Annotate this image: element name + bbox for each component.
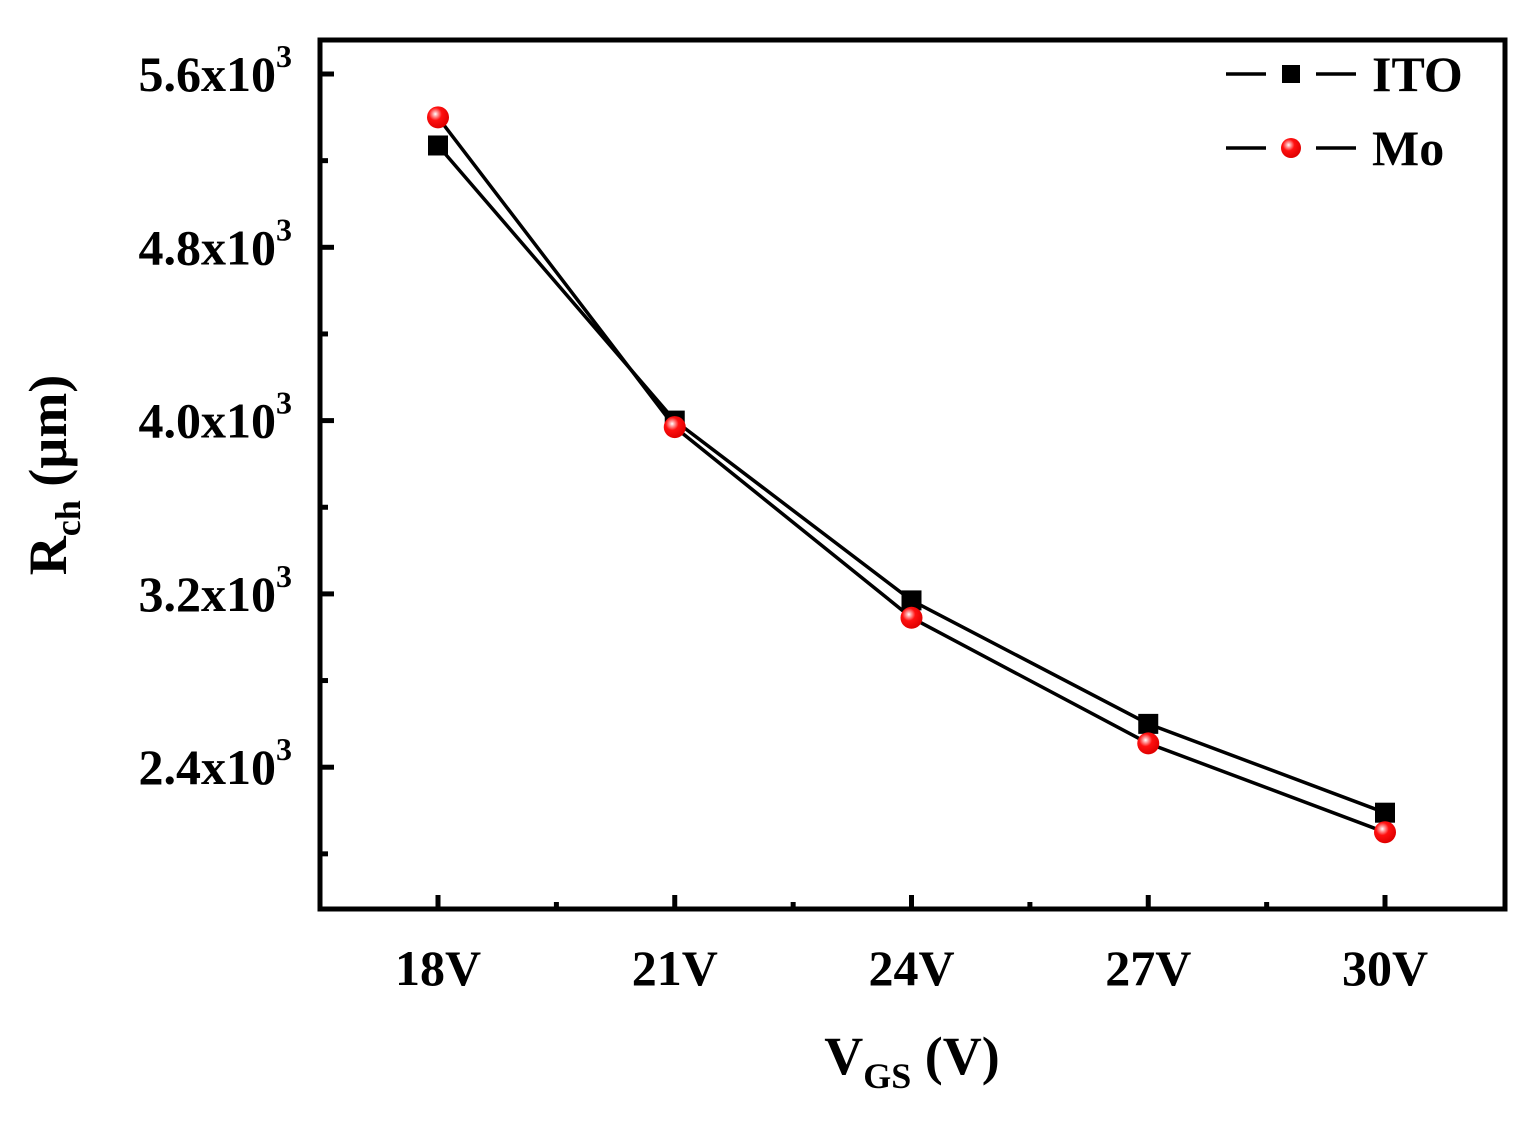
y-tick-label: 4.0x103 — [139, 385, 293, 449]
y-tick-label: 4.8x103 — [139, 211, 293, 275]
sphere-marker-icon — [1281, 138, 1301, 158]
square-marker — [901, 590, 922, 611]
x-tick-label: 24V — [868, 940, 954, 996]
x-tick-label: 18V — [395, 940, 481, 996]
sphere-marker — [663, 416, 686, 439]
series-line — [436, 144, 1386, 815]
sphere-marker — [1374, 821, 1396, 844]
series-line — [436, 116, 1386, 834]
series-ito — [428, 135, 1395, 823]
x-tick-label: 21V — [632, 940, 718, 996]
y-tick-label: 5.6x103 — [139, 38, 293, 102]
x-tick-label: 30V — [1342, 940, 1428, 996]
series-mo — [427, 106, 1396, 844]
x-tick-label: 27V — [1105, 940, 1191, 996]
square-marker — [428, 135, 448, 156]
legend-item-mo: Mo — [1226, 120, 1444, 176]
square-marker — [1375, 802, 1395, 823]
sphere-marker — [427, 106, 449, 129]
y-tick-label: 2.4x103 — [139, 731, 293, 795]
legend-label: Mo — [1372, 120, 1444, 176]
legend: ITO Mo — [1226, 46, 1463, 176]
y-tick-label: 3.2x103 — [139, 558, 293, 622]
square-marker — [1138, 713, 1159, 734]
sphere-marker — [1137, 732, 1160, 755]
x-axis-title: VGS (V) — [824, 1026, 1000, 1096]
legend-label: ITO — [1372, 46, 1463, 102]
square-marker-icon — [1282, 65, 1300, 83]
series-layer — [427, 106, 1396, 844]
y-axis: 2.4x103 3.2x103 4.0x103 4.8x103 5.6x103 — [139, 38, 334, 857]
axes-box — [317, 37, 1508, 912]
legend-item-ito: ITO — [1226, 46, 1463, 102]
x-axis: 18V 21V 24V 27V 30V — [395, 895, 1428, 996]
y-axis-title: Rch (µm) — [18, 375, 88, 576]
sphere-marker — [900, 606, 923, 629]
plot-frame — [317, 37, 1508, 912]
